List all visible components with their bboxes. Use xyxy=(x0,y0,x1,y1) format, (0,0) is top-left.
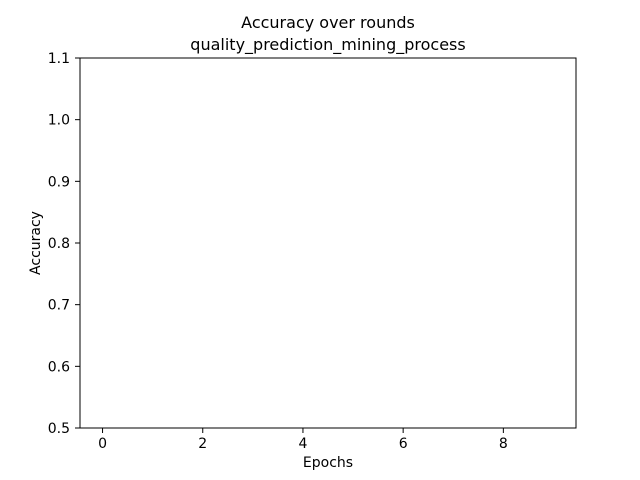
x-tick-label: 2 xyxy=(198,436,207,452)
y-tick-label: 0.7 xyxy=(48,298,70,314)
y-axis-label: Accuracy xyxy=(28,211,44,275)
x-tick-label: 4 xyxy=(298,436,307,452)
y-tick-label: 1.1 xyxy=(48,51,70,67)
x-tick-label: 6 xyxy=(399,436,408,452)
y-tick-label: 0.8 xyxy=(48,236,70,252)
x-axis-ticks: 0 2 4 6 8 xyxy=(98,428,508,452)
y-tick-label: 0.6 xyxy=(48,359,70,375)
x-tick-label: 8 xyxy=(499,436,508,452)
plot-area xyxy=(79,57,577,429)
y-tick-label: 1.0 xyxy=(48,113,70,129)
chart-subtitle: quality_prediction_mining_process xyxy=(190,35,465,55)
y-tick-label: 0.9 xyxy=(48,174,70,190)
x-axis-label: Epochs xyxy=(303,455,353,471)
plot-frame xyxy=(79,57,577,429)
x-tick-label: 0 xyxy=(98,436,107,452)
y-tick-label: 0.5 xyxy=(48,421,70,437)
chart-title: Accuracy over rounds xyxy=(241,13,415,32)
y-axis-ticks: 0.5 0.6 0.7 0.8 0.9 1.0 1.1 xyxy=(48,51,80,437)
